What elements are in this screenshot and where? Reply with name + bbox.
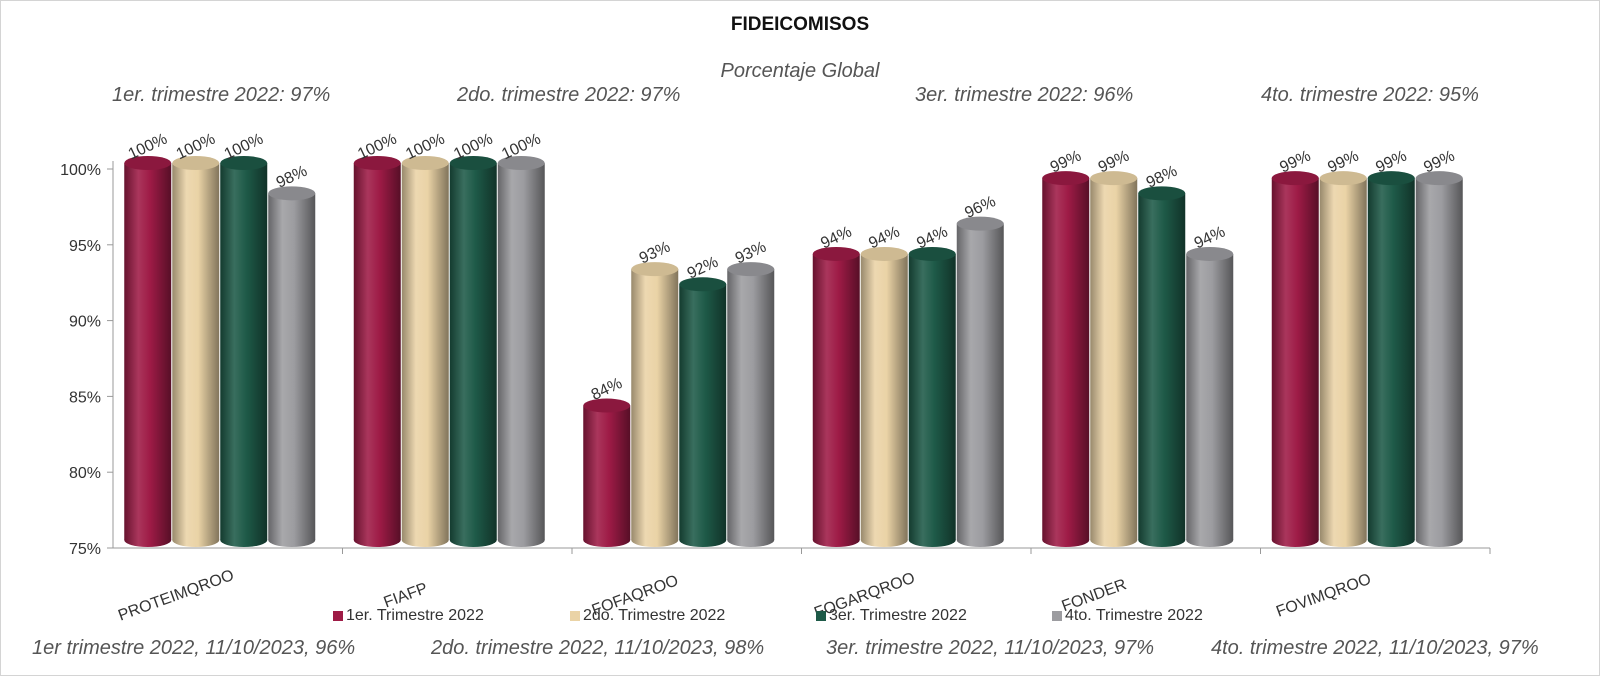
legend-label: 2do. Trimestre 2022	[583, 607, 726, 624]
y-tick-label: 90%	[69, 314, 101, 331]
legend-swatch	[333, 611, 343, 621]
bottom-note-q3: 3er. trimestre 2022, 11/10/2023, 97%	[826, 637, 1154, 659]
bar-fiafp-series-4	[497, 156, 545, 547]
bar-fovimqroo-series-3	[1367, 171, 1415, 547]
bar-fofaqroo-series-2	[631, 262, 679, 547]
y-tick-label: 100%	[60, 162, 101, 179]
y-tick-label: 80%	[69, 465, 101, 482]
legend-swatch	[570, 611, 580, 621]
bar-proteimqroo-series-2	[172, 156, 220, 547]
bottom-note-q2: 2do. trimestre 2022, 11/10/2023, 98%	[431, 637, 765, 659]
legend: 1er. Trimestre 2022 2do. Trimestre 2022 3e…	[0, 607, 1600, 627]
legend-item: 4to. Trimestre 2022	[1052, 607, 1203, 625]
bar-fiafp-series-2	[401, 156, 449, 547]
top-note-q2: 2do. trimestre 2022: 97%	[457, 84, 681, 106]
bar-fofaqroo-series-4	[727, 262, 775, 547]
legend-label: 4to. Trimestre 2022	[1065, 607, 1203, 624]
bar-fiafp-series-3	[449, 156, 497, 547]
y-tick-label: 75%	[69, 541, 101, 558]
bar-fofaqroo-series-1	[583, 398, 631, 547]
bar-fonder-series-2	[1090, 171, 1138, 547]
bar-fovimqroo-series-4	[1415, 171, 1463, 547]
top-note-q3: 3er. trimestre 2022: 96%	[915, 84, 1134, 106]
y-tick-label: 85%	[69, 389, 101, 406]
bar-fogarqroo-series-4	[956, 216, 1004, 547]
legend-item: 1er. Trimestre 2022	[333, 607, 484, 625]
bar-proteimqroo-series-3	[220, 156, 268, 547]
legend-swatch	[816, 611, 826, 621]
legend-swatch	[1052, 611, 1062, 621]
chart-title: FIDEICOMISOS	[730, 14, 870, 35]
y-tick-label: 95%	[69, 238, 101, 255]
bar-proteimqroo-series-4	[268, 186, 316, 547]
legend-label: 1er. Trimestre 2022	[346, 607, 484, 624]
bar-fofaqroo-series-3	[679, 277, 727, 547]
bottom-note-q1: 1er trimestre 2022, 11/10/2023, 96%	[32, 637, 356, 659]
bar-fiafp-series-1	[353, 156, 401, 547]
bar-fogarqroo-series-2	[860, 246, 908, 547]
bar-fonder-series-1	[1042, 171, 1090, 547]
bar-fogarqroo-series-1	[812, 246, 860, 547]
top-note-q1: 1er. trimestre 2022: 97%	[112, 84, 331, 106]
legend-item: 2do. Trimestre 2022	[570, 607, 725, 625]
legend-label: 3er. Trimestre 2022	[829, 607, 967, 624]
chart-subtitle: Porcentaje Global	[720, 60, 880, 82]
bar-fovimqroo-series-2	[1319, 171, 1367, 547]
bar-fovimqroo-series-1	[1271, 171, 1319, 547]
bar-fonder-series-3	[1138, 186, 1186, 547]
bar-fonder-series-4	[1186, 246, 1234, 547]
bar-proteimqroo-series-1	[124, 156, 172, 547]
top-note-q4: 4to. trimestre 2022: 95%	[1261, 84, 1479, 106]
bar-fogarqroo-series-3	[908, 246, 956, 547]
legend-item: 3er. Trimestre 2022	[816, 607, 967, 625]
bottom-note-q4: 4to. trimestre 2022, 11/10/2023, 97%	[1211, 637, 1539, 659]
